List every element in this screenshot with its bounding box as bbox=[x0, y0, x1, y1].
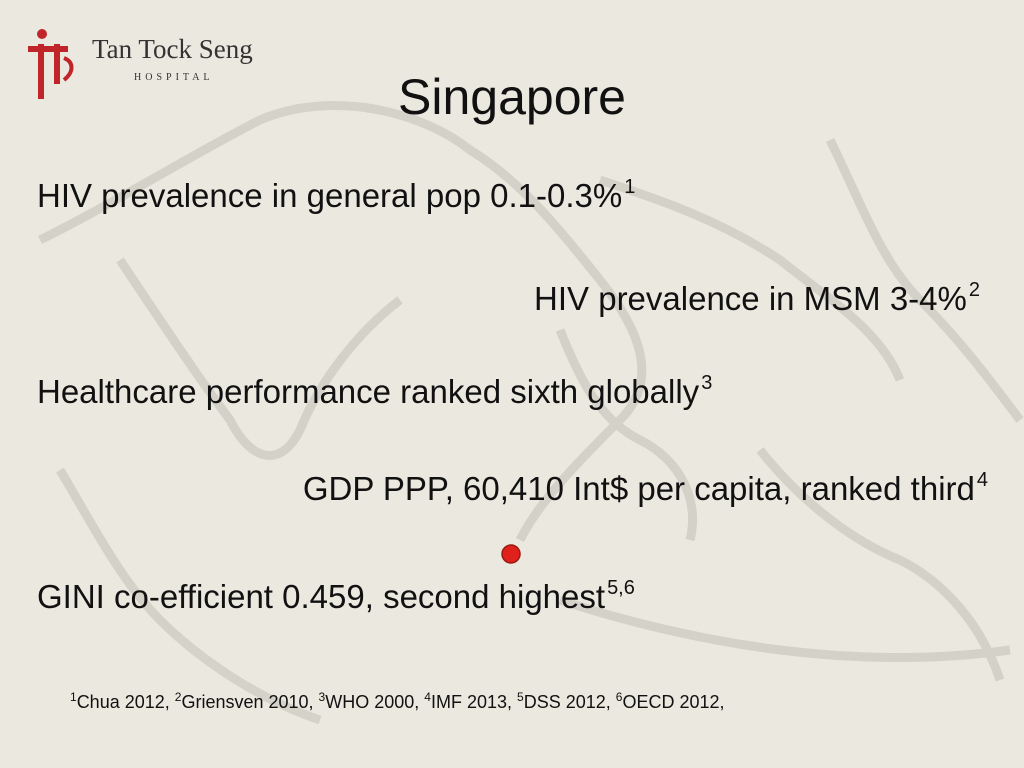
logo-subtitle: HOSPITAL bbox=[134, 72, 214, 83]
references: 1Chua 2012, 2Griensven 2010, 3WHO 2000, 4IM… bbox=[70, 690, 730, 713]
statement-text: HIV prevalence in general pop 0.1-0.3% bbox=[37, 177, 623, 214]
reference-number: 6 bbox=[615, 690, 623, 704]
statement-citation: 4 bbox=[976, 469, 988, 491]
reference: 6OECD 2012, bbox=[615, 690, 725, 712]
reference: 1Chua 2012, bbox=[70, 690, 170, 712]
reference: 3WHO 2000, bbox=[318, 690, 420, 712]
reference-number: 2 bbox=[174, 690, 182, 704]
statement-citation: 3 bbox=[701, 372, 713, 394]
statement: HIV prevalence in MSM 3-4% 2 bbox=[534, 279, 980, 318]
reference-number: 4 bbox=[424, 690, 431, 704]
statement-text: HIV prevalence in MSM 3-4% bbox=[534, 280, 967, 317]
reference-number: 5 bbox=[517, 690, 524, 704]
reference-text: IMF 2013, bbox=[430, 692, 513, 712]
location-dot bbox=[501, 544, 521, 564]
statement-text: GINI co-efficient 0.459, second highest bbox=[37, 578, 606, 615]
statement-text: Healthcare performance ranked sixth glob… bbox=[37, 373, 700, 410]
reference: 2Griensven 2010, bbox=[174, 690, 314, 712]
reference-number: 3 bbox=[318, 690, 326, 704]
reference: 5DSS 2012, bbox=[517, 690, 611, 712]
statement: GINI co-efficient 0.459, second highest 5… bbox=[37, 577, 635, 616]
logo-name: Tan Tock Seng bbox=[92, 34, 253, 64]
slide-title: Singapore bbox=[398, 69, 626, 125]
reference-number: 1 bbox=[70, 690, 77, 704]
statement-citation: 5,6 bbox=[607, 577, 635, 599]
logo-mark bbox=[28, 29, 74, 99]
statement: GDP PPP, 60,410 Int$ per capita, ranked … bbox=[303, 469, 988, 508]
reference-text: OECD 2012, bbox=[622, 692, 725, 712]
reference-text: Chua 2012, bbox=[76, 692, 170, 712]
reference: 4IMF 2013, bbox=[424, 690, 513, 712]
reference-text: DSS 2012, bbox=[523, 692, 611, 712]
statement: Healthcare performance ranked sixth glob… bbox=[37, 372, 712, 411]
statement: HIV prevalence in general pop 0.1-0.3% 1 bbox=[37, 176, 635, 215]
statement-citation: 1 bbox=[624, 176, 636, 198]
reference-text: WHO 2000, bbox=[325, 692, 420, 712]
reference-text: Griensven 2010, bbox=[181, 692, 314, 712]
statement-text: GDP PPP, 60,410 Int$ per capita, ranked … bbox=[302, 470, 975, 507]
statement-citation: 2 bbox=[968, 279, 980, 301]
